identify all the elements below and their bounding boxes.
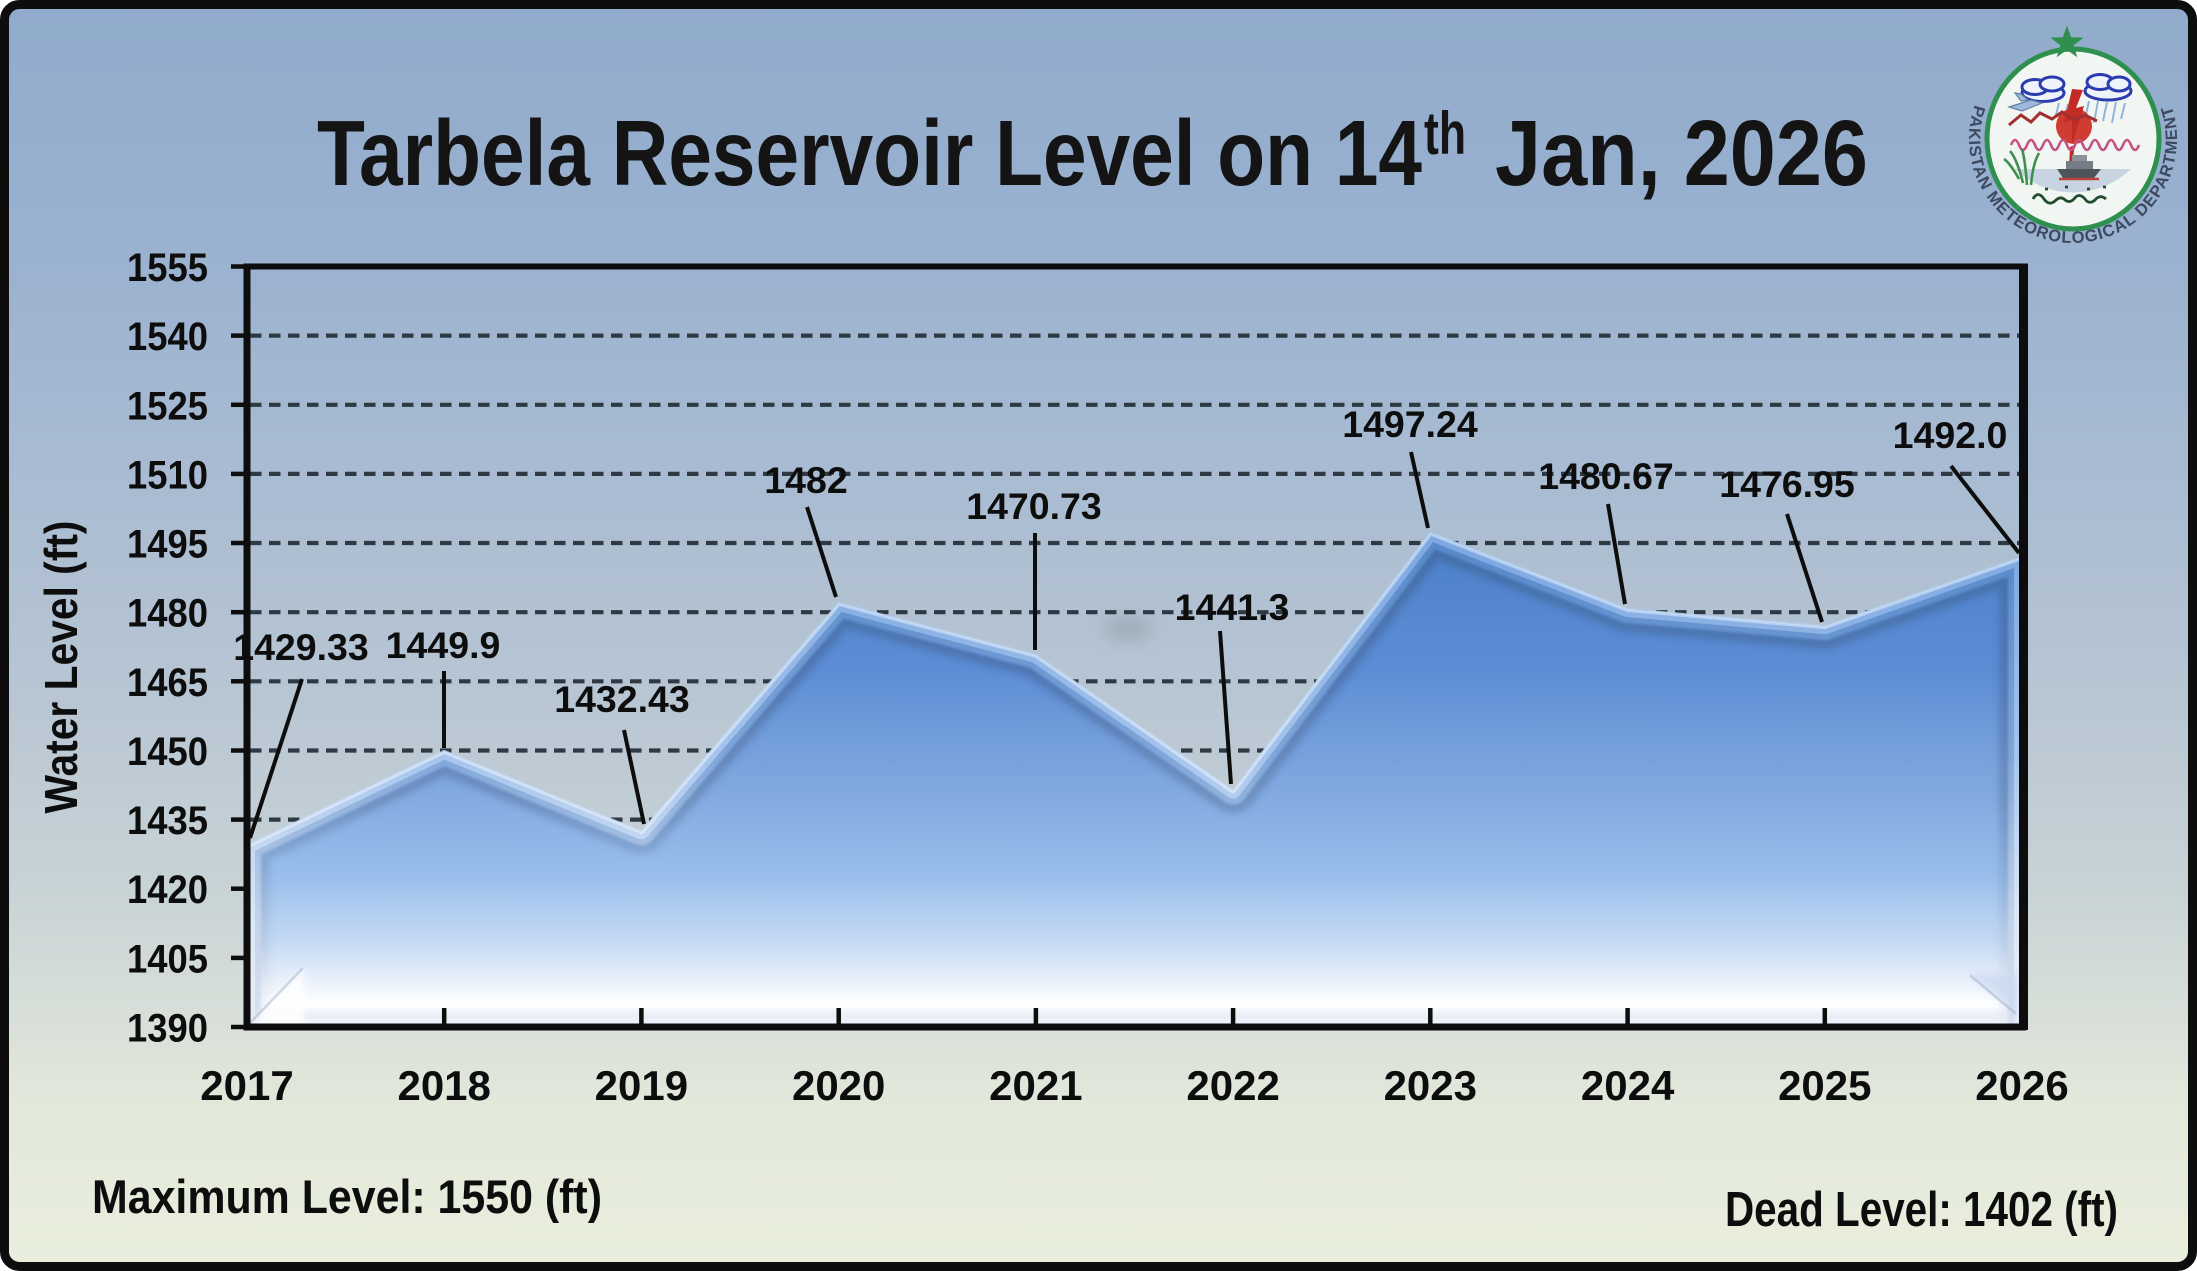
svg-text:1476.95: 1476.95	[1719, 463, 1855, 505]
svg-text:1555: 1555	[127, 246, 208, 290]
svg-text:2020: 2020	[792, 1062, 885, 1109]
svg-text:Maximum Level: 1550 (ft): Maximum Level: 1550 (ft)	[92, 1170, 602, 1223]
svg-text:1497.24: 1497.24	[1342, 403, 1478, 445]
svg-text:1540: 1540	[127, 315, 208, 359]
svg-text:1492.0: 1492.0	[1893, 414, 2008, 456]
svg-text:1510: 1510	[127, 453, 208, 497]
svg-text:th: th	[1424, 100, 1466, 167]
svg-text:1420: 1420	[127, 868, 208, 912]
svg-text:2019: 2019	[595, 1062, 688, 1109]
svg-text:Water Level (ft): Water Level (ft)	[35, 521, 87, 814]
svg-text:1450: 1450	[127, 730, 208, 774]
svg-text:Tarbela Reservoir Level on 14: Tarbela Reservoir Level on 14	[317, 101, 1422, 205]
svg-text:2018: 2018	[397, 1062, 490, 1109]
svg-text:Dead Level: 1402 (ft): Dead Level: 1402 (ft)	[1725, 1183, 2118, 1237]
svg-text:1525: 1525	[127, 384, 208, 428]
svg-text:1449.9: 1449.9	[386, 624, 501, 666]
svg-text:2026: 2026	[1975, 1062, 2068, 1109]
svg-text:1495: 1495	[127, 523, 208, 567]
svg-text:1482: 1482	[764, 459, 847, 501]
svg-text:2025: 2025	[1778, 1062, 1871, 1109]
svg-text:1429.33: 1429.33	[233, 626, 369, 668]
svg-text:1441.3: 1441.3	[1175, 586, 1290, 628]
svg-text:1405: 1405	[127, 937, 208, 981]
svg-text:1390: 1390	[127, 1007, 208, 1051]
svg-text:Jan, 2026: Jan, 2026	[1495, 101, 1868, 205]
svg-text:1470.73: 1470.73	[966, 485, 1102, 527]
svg-text:1480.67: 1480.67	[1538, 455, 1674, 497]
svg-text:2024: 2024	[1581, 1062, 1675, 1109]
svg-text:1432.43: 1432.43	[554, 678, 690, 720]
svg-text:1435: 1435	[127, 799, 208, 843]
svg-text:1465: 1465	[127, 661, 208, 705]
svg-text:2021: 2021	[989, 1062, 1082, 1109]
svg-text:2017: 2017	[200, 1062, 293, 1109]
svg-text:1480: 1480	[127, 592, 208, 636]
svg-text:2022: 2022	[1186, 1062, 1279, 1109]
svg-text:2023: 2023	[1384, 1062, 1477, 1109]
